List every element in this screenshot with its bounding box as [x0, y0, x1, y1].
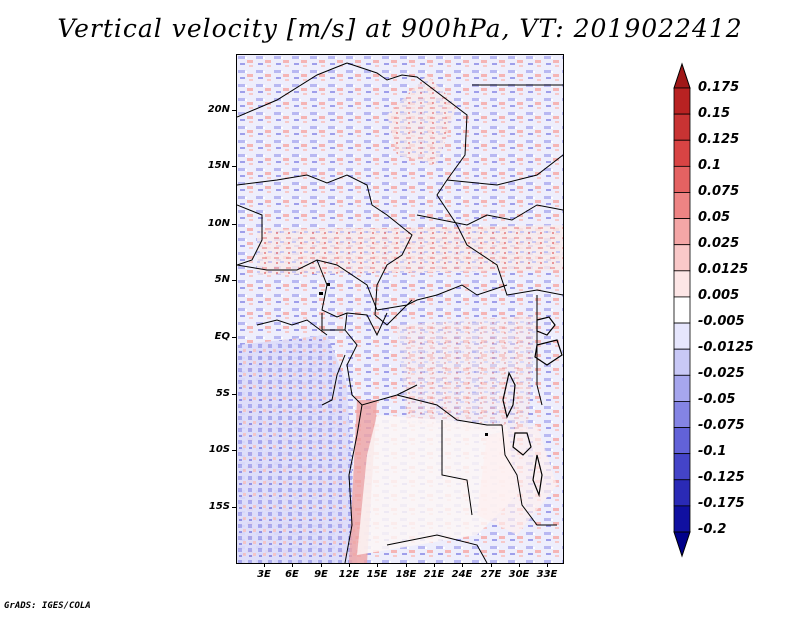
colorbar-segment: [673, 192, 691, 219]
colorbar-bottom-arrow: [673, 531, 691, 558]
lat-tick: [232, 110, 236, 111]
lon-tick: [264, 563, 265, 567]
lon-label-33e: 33E: [536, 569, 558, 580]
colorbar-label: -0.0125: [698, 340, 754, 355]
colorbar-label: 0.025: [698, 236, 740, 251]
islands: [319, 283, 488, 436]
lat-label-5s: 5S: [215, 388, 230, 399]
lon-label-6e: 6E: [285, 569, 299, 580]
colorbar-label: 0.15: [698, 106, 731, 121]
colorbar-label: 0.125: [698, 132, 740, 147]
lakes: [502, 316, 563, 498]
colorbar-label: 0.0125: [698, 262, 749, 277]
colorbar-label: -0.025: [698, 366, 745, 381]
lon-label-15e: 15E: [366, 569, 388, 580]
colorbar-segment: [673, 244, 691, 272]
lat-tick: [232, 507, 236, 508]
lat-tick: [232, 166, 236, 167]
lat-label-10n: 10N: [207, 218, 230, 229]
lat-tick: [232, 337, 236, 338]
lon-tick: [292, 563, 293, 567]
footer-credit: GrADS: IGES/COLA: [4, 601, 91, 611]
colorbar-segment: [673, 401, 691, 428]
country-borders: [237, 62, 563, 563]
colorbar-segment: [673, 270, 691, 298]
colorbar-segment: [673, 479, 691, 507]
map-canvas: [237, 55, 563, 563]
lon-tick: [547, 563, 548, 567]
colorbar-segment: [673, 296, 691, 324]
lat-tick: [232, 450, 236, 451]
lat-tick: [232, 280, 236, 281]
colorbar-label: -0.175: [698, 496, 745, 511]
colorbar-label: -0.125: [698, 470, 745, 485]
lon-label-18e: 18E: [395, 569, 417, 580]
lat-label-15n: 15N: [207, 160, 230, 171]
lon-label-27e: 27E: [480, 569, 502, 580]
colorbar-label: -0.2: [698, 522, 727, 537]
colorbar-segment: [673, 322, 691, 350]
lon-tick: [406, 563, 407, 567]
southern-interior: [357, 415, 517, 555]
colorbar-segment: [673, 427, 691, 455]
lat-tick: [232, 394, 236, 395]
colorbar-label: -0.05: [698, 392, 736, 407]
colorbar-segment: [673, 218, 691, 246]
lon-label-30e: 30E: [508, 569, 530, 580]
convective-patch-congo: [397, 315, 537, 435]
colorbar-label: -0.1: [698, 444, 727, 459]
colorbar-label: 0.05: [698, 210, 731, 225]
colorbar-label: 0.175: [698, 80, 740, 95]
lat-label-20n: 20N: [207, 104, 230, 115]
colorbar-label: 0.005: [698, 288, 740, 303]
colorbar-segment: [673, 113, 691, 141]
convective-patch-north: [387, 75, 457, 165]
lon-tick: [349, 563, 350, 567]
lat-label-15s: 15S: [208, 501, 230, 512]
colorbar-label: -0.005: [698, 314, 745, 329]
chart-title: Vertical velocity [m/s] at 900hPa, VT: 2…: [57, 14, 743, 43]
colorbar-label: 0.1: [698, 158, 722, 173]
lon-label-24e: 24E: [451, 569, 473, 580]
colorbar-segment: [673, 453, 691, 481]
lon-tick: [377, 563, 378, 567]
lat-label-5n: 5N: [214, 274, 230, 285]
lat-tick: [232, 224, 236, 225]
lat-label-eq: EQ: [214, 331, 230, 342]
lon-label-21e: 21E: [423, 569, 445, 580]
lon-label-3e: 3E: [257, 569, 271, 580]
lon-tick: [519, 563, 520, 567]
lon-tick: [462, 563, 463, 567]
convective-belt: [257, 225, 563, 275]
colorbar-top-arrow: [673, 62, 691, 89]
map-panel: [236, 54, 564, 564]
colorbar-segment: [673, 505, 691, 533]
colorbar-label: -0.075: [698, 418, 745, 433]
colorbar-segment: [673, 165, 691, 193]
colorbar-segment: [673, 374, 691, 402]
lon-label-12e: 12E: [338, 569, 360, 580]
ocean-region: [237, 335, 357, 563]
lat-label-10s: 10S: [208, 444, 230, 455]
eastern-interior: [477, 425, 557, 535]
colorbar-label: 0.075: [698, 184, 740, 199]
colorbar-segment: [673, 348, 691, 376]
lon-tick: [321, 563, 322, 567]
lon-label-9e: 9E: [314, 569, 328, 580]
colorbar-segment: [673, 139, 691, 167]
lon-tick: [434, 563, 435, 567]
lon-tick: [491, 563, 492, 567]
colorbar-segment: [673, 87, 691, 115]
